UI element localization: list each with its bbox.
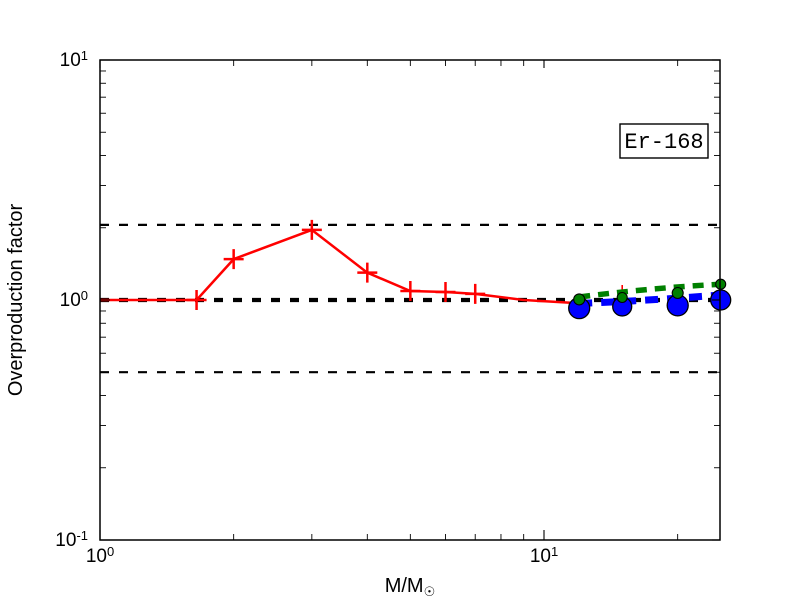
svg-text:Overproduction factor: Overproduction factor bbox=[5, 204, 27, 397]
svg-text:Er-168: Er-168 bbox=[624, 130, 703, 155]
